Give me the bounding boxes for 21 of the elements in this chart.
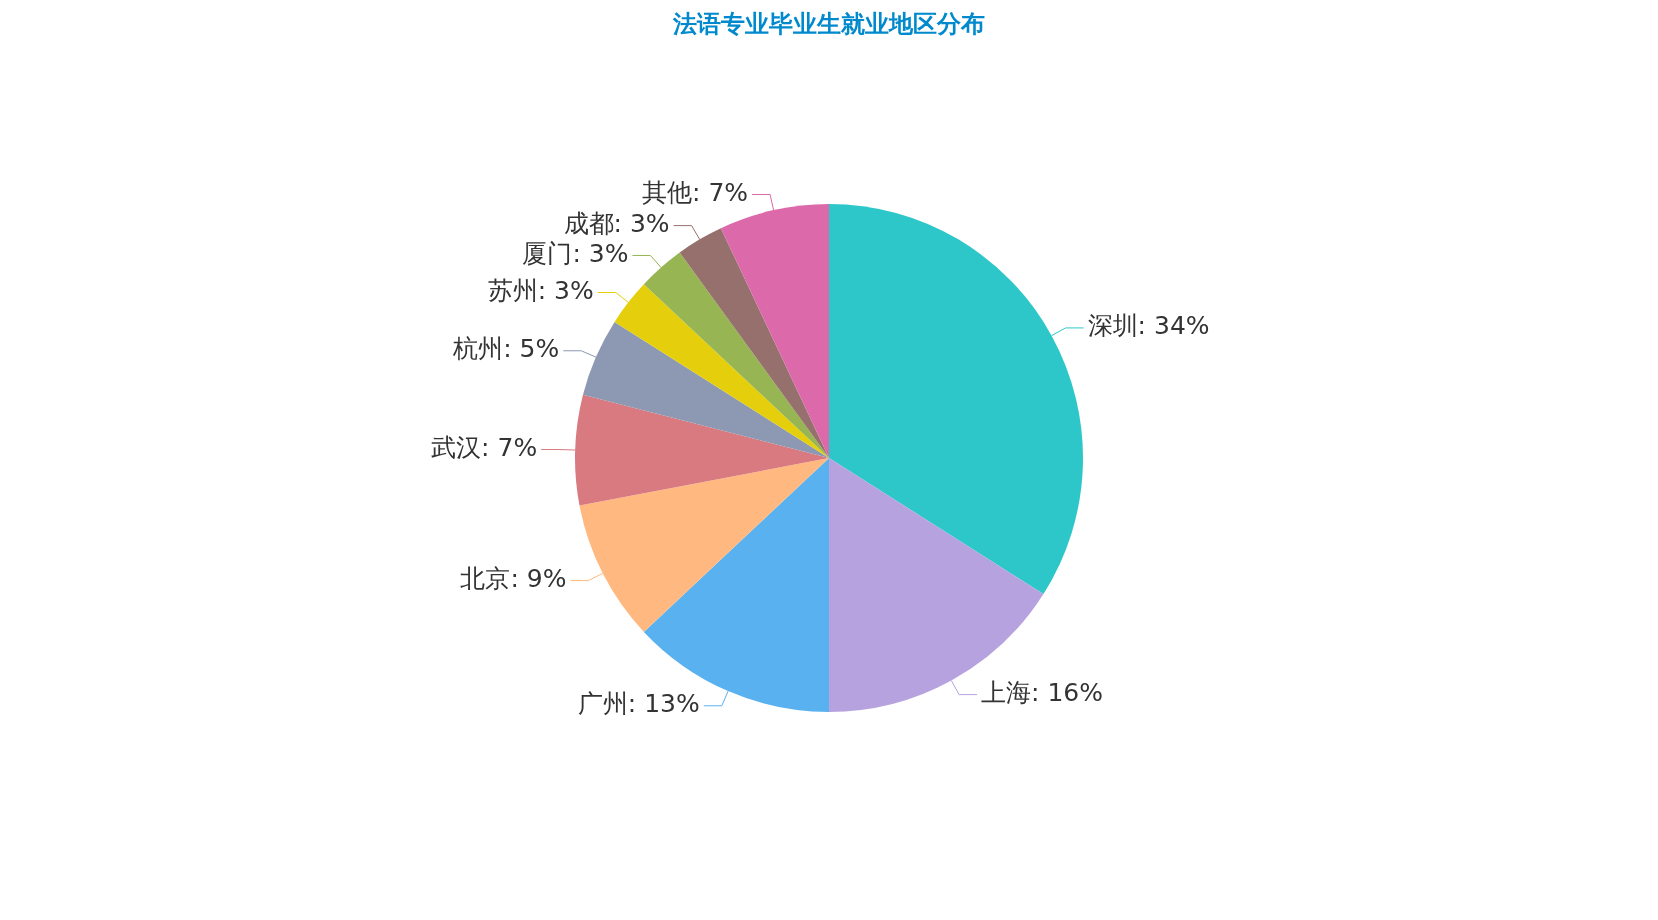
slice-label: 成都 bbox=[563, 209, 614, 239]
slice-label: 广州 bbox=[577, 689, 628, 719]
data-label: : 7% bbox=[692, 178, 749, 207]
slice-label: 深圳 bbox=[1087, 311, 1138, 341]
slice-label: 其他 bbox=[642, 178, 693, 207]
slice-label: 厦门 bbox=[522, 238, 573, 268]
data-label: : 34% bbox=[1137, 311, 1210, 341]
data-label: : 5% bbox=[503, 334, 560, 364]
slice-label: 武汉 bbox=[431, 433, 482, 463]
slice-label: 杭州 bbox=[452, 334, 504, 364]
slice-label: 苏州 bbox=[487, 276, 538, 306]
data-label: : 7% bbox=[481, 433, 538, 463]
chart-title: 法语专业毕业生就业地区分布 bbox=[672, 9, 986, 38]
data-label: : 3% bbox=[613, 209, 670, 239]
slice-label: 北京 bbox=[460, 564, 511, 594]
data-label: : 9% bbox=[510, 564, 567, 594]
data-label: : 13% bbox=[627, 689, 700, 719]
slice-label: 上海 bbox=[981, 678, 1032, 708]
data-label: : 3% bbox=[572, 238, 629, 268]
data-label: : 3% bbox=[537, 276, 594, 306]
data-label: : 16% bbox=[1031, 678, 1104, 708]
